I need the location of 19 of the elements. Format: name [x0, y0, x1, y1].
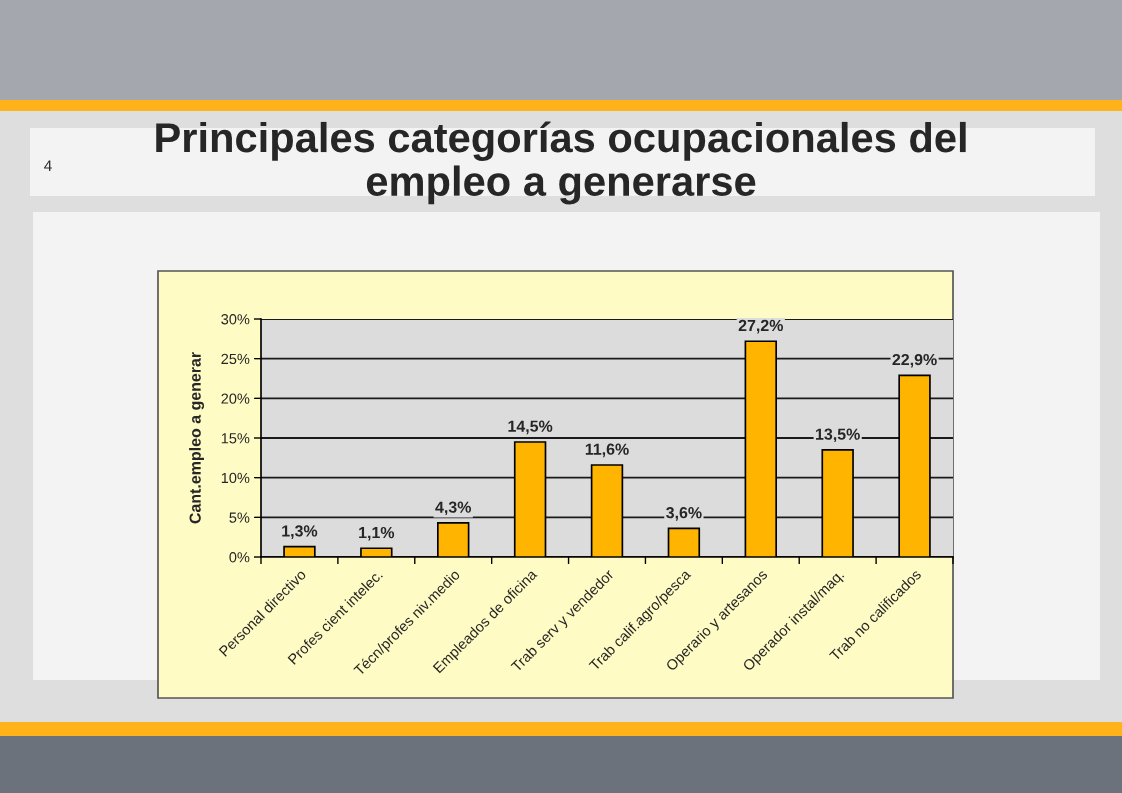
data-label: 13,5%	[816, 428, 860, 443]
y-axis-title: Cant.empleo a generar	[189, 352, 205, 524]
data-label: 1,3%	[282, 525, 318, 539]
chart-title: Principales categorías ocupacionales del empleo a generarse	[156, 121, 966, 205]
data-label: 4,3%	[435, 501, 471, 516]
y-tick-label: 15%	[221, 433, 250, 444]
y-tick-label: 5%	[229, 512, 250, 523]
text: 4	[44, 160, 52, 171]
y-tick-label: 10%	[221, 472, 250, 484]
y-tick-label: 30%	[221, 314, 250, 325]
data-label: 14,5%	[508, 420, 553, 435]
data-label: 3,6%	[666, 507, 702, 521]
data-label: 22,9%	[892, 353, 937, 368]
y-tick-label: 20%	[221, 393, 250, 404]
y-tick-label: 25%	[221, 353, 250, 365]
data-label: 27,2%	[738, 319, 783, 334]
data-label: 1,1%	[359, 526, 395, 541]
data-label: 11,6%	[585, 443, 629, 458]
y-tick-label: 0%	[229, 552, 250, 563]
